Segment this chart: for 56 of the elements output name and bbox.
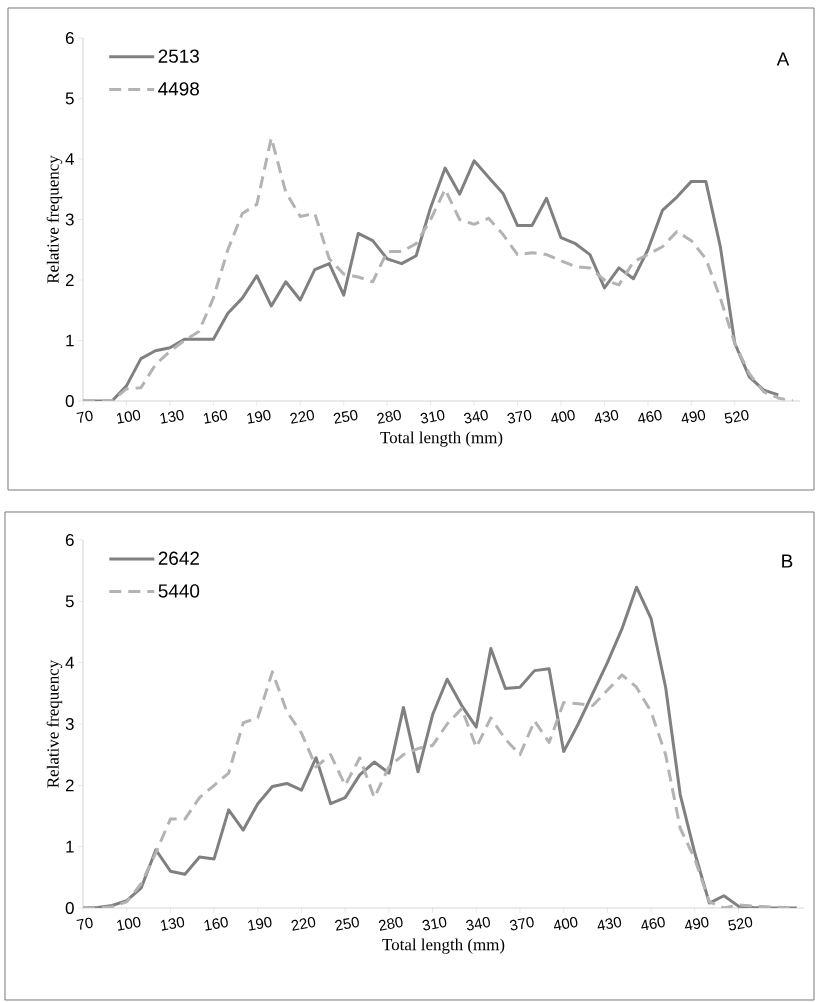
y-tick-label: 0: [65, 394, 74, 407]
y-tick-label: 5: [65, 92, 74, 105]
x-axis-title: Total length (mm): [382, 938, 505, 954]
x-tick-label: 340: [463, 409, 488, 424]
y-tick-label: 4: [65, 153, 74, 165]
y-axis-title: Relative frequency: [46, 155, 63, 284]
y-axis-title: Relative frequency: [46, 659, 63, 788]
annotation: A: [776, 52, 790, 66]
x-tick-label: 130: [160, 916, 185, 931]
x-tick-label: 220: [291, 916, 316, 931]
y-tick-label: 3: [65, 213, 74, 226]
y-tick-label: 1: [66, 334, 74, 347]
legend-label: 5440: [158, 584, 200, 598]
x-tick-label: 460: [638, 409, 662, 423]
y-tick-label: 6: [65, 533, 74, 546]
x-tick-label: 100: [117, 916, 141, 931]
x-tick-label: 400: [551, 409, 575, 423]
x-tick-label: 370: [507, 409, 532, 424]
x-tick-label: 160: [204, 916, 228, 931]
x-tick-label: 520: [724, 409, 749, 424]
x-tick-label: 70: [76, 410, 93, 423]
y-tick-label: 3: [65, 717, 74, 730]
x-axis-title: Total length (mm): [380, 431, 503, 447]
legend-label: 2642: [158, 551, 199, 565]
x-tick-label: 490: [685, 916, 709, 930]
x-tick-label: 520: [728, 916, 753, 931]
y-tick-label: 4: [65, 656, 74, 669]
x-tick-label: 430: [597, 916, 622, 930]
y-tick-label: 1: [66, 840, 74, 853]
x-tick-label: 340: [466, 916, 491, 931]
x-tick-label: 370: [509, 916, 534, 931]
x-tick-label: 460: [641, 916, 665, 930]
x-tick-label: 430: [594, 409, 619, 423]
x-tick-label: 250: [333, 409, 358, 424]
x-tick-label: 310: [420, 409, 445, 424]
x-tick-label: 190: [248, 916, 272, 931]
x-tick-label: 70: [76, 917, 93, 930]
x-tick-label: 160: [203, 409, 228, 424]
y-tick-label: 2: [65, 274, 74, 286]
x-tick-label: 220: [290, 409, 315, 424]
y-tick-label: 0: [65, 901, 74, 914]
y-tick-label: 6: [65, 32, 74, 44]
annotation: B: [782, 554, 793, 568]
x-tick-label: 130: [160, 409, 184, 424]
y-tick-label: 5: [65, 595, 74, 608]
x-tick-label: 310: [422, 916, 447, 931]
x-tick-label: 400: [553, 916, 578, 930]
x-tick-label: 280: [377, 409, 401, 424]
legend-label: 2513: [158, 49, 199, 63]
x-tick-label: 490: [681, 409, 706, 423]
x-tick-label: 250: [335, 916, 359, 931]
y-tick-label: 2: [65, 779, 74, 792]
x-tick-label: 100: [116, 409, 141, 424]
x-tick-label: 280: [378, 916, 403, 931]
x-tick-label: 190: [247, 409, 271, 424]
legend-label: 4498: [158, 82, 199, 96]
